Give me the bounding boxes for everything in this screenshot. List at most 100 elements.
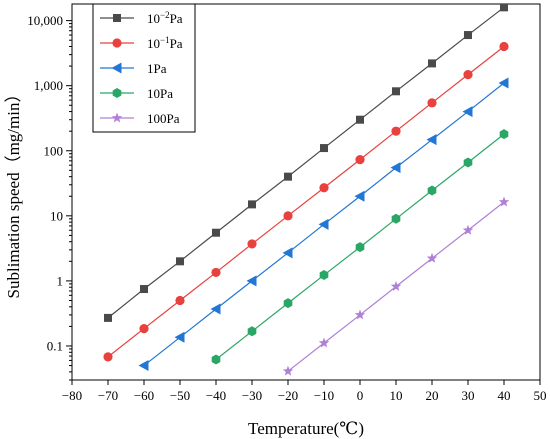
legend-label: 10−1Pa — [147, 35, 183, 51]
data-point — [175, 295, 185, 306]
plot-frame — [71, 3, 541, 381]
series-3 — [211, 129, 509, 365]
data-point — [210, 303, 221, 315]
legend-label-base: 1Pa — [147, 61, 167, 76]
legend-item: 100Pa — [100, 111, 180, 126]
data-point — [356, 115, 364, 124]
x-tick-label: 50 — [534, 388, 547, 403]
series-2 — [138, 77, 509, 372]
legend-label-exponent: −1 — [160, 35, 170, 45]
data-point — [319, 183, 329, 193]
data-point — [283, 298, 293, 309]
data-point — [500, 3, 508, 12]
data-point — [391, 213, 401, 224]
series-4 — [282, 196, 510, 376]
data-point — [498, 77, 509, 89]
x-tick-label: 0 — [357, 388, 364, 403]
y-tick-label: 10,000 — [27, 13, 63, 28]
data-point — [282, 247, 293, 259]
data-point — [140, 285, 148, 294]
data-point — [319, 270, 329, 281]
legend-box — [92, 3, 196, 133]
x-tick-label: 10 — [390, 388, 403, 403]
data-point — [318, 337, 330, 348]
legend-label-exponent: −2 — [160, 10, 170, 20]
y-tick-label: 10 — [50, 208, 63, 223]
data-point — [138, 360, 149, 372]
x-tick-label: −10 — [314, 388, 334, 403]
data-point — [427, 98, 437, 108]
legend-marker — [112, 38, 122, 48]
x-tick-label: −20 — [278, 388, 298, 403]
data-point — [463, 70, 473, 80]
legend-item: 10Pa — [100, 86, 173, 101]
y-tick-label: 1 — [57, 273, 64, 288]
legend-marker — [111, 112, 123, 123]
data-point — [391, 126, 401, 136]
legend-label-base: 10 — [147, 36, 160, 51]
data-point — [248, 200, 256, 209]
x-tick-label: 40 — [498, 388, 511, 403]
series-layer — [103, 3, 510, 376]
data-point — [211, 354, 221, 365]
x-tick-label: 20 — [426, 388, 439, 403]
data-point — [247, 239, 257, 249]
x-tick-label: 30 — [462, 388, 475, 403]
legend-item: 10−2Pa — [100, 10, 183, 26]
data-point — [427, 185, 437, 196]
legend-marker — [112, 88, 122, 98]
legend-label: 10−2Pa — [147, 10, 183, 26]
data-point — [318, 218, 329, 230]
data-point — [390, 162, 401, 174]
data-point — [390, 281, 402, 291]
series-0 — [104, 3, 508, 322]
data-point — [355, 155, 365, 165]
legend-item: 1Pa — [100, 61, 167, 76]
data-point — [176, 257, 184, 266]
y-tick-label: 0.1 — [47, 338, 63, 353]
legend-label: 1Pa — [147, 61, 167, 76]
x-axis: −80 −70 −60 −50 −40 −30 −20 −10 0 10 20 30 40 50 — [62, 380, 547, 403]
x-tick-label: −50 — [170, 388, 190, 403]
series-1 — [103, 41, 509, 362]
data-point — [212, 228, 220, 237]
data-point — [139, 323, 149, 334]
series-line — [107, 46, 505, 358]
plot-border — [71, 3, 541, 381]
data-point — [392, 87, 400, 96]
legend-label-base: 10Pa — [147, 86, 173, 101]
data-point — [104, 313, 112, 322]
data-point — [498, 196, 510, 207]
legend-marker — [113, 14, 121, 22]
data-point — [354, 309, 366, 320]
legend-label: 10Pa — [147, 86, 173, 101]
data-point — [247, 326, 257, 337]
legend-marker — [111, 62, 122, 74]
y-tick-label: 1,000 — [34, 78, 63, 93]
data-point — [499, 129, 509, 140]
data-point — [355, 242, 365, 253]
data-point — [462, 224, 474, 235]
data-point — [499, 41, 509, 52]
x-tick-label: −70 — [98, 388, 118, 403]
data-point — [246, 275, 257, 287]
data-point — [282, 365, 294, 376]
x-tick-label: −30 — [242, 388, 262, 403]
data-point — [464, 31, 472, 40]
data-point — [426, 252, 438, 263]
x-axis-label: Temperature(℃) — [248, 419, 364, 438]
series-line — [107, 6, 505, 319]
data-point — [320, 144, 328, 153]
data-point — [463, 157, 473, 168]
data-point — [462, 106, 473, 118]
data-point — [428, 59, 436, 68]
legend-label: 100Pa — [147, 111, 180, 126]
data-point — [426, 134, 437, 146]
legend-label-unit: Pa — [170, 36, 183, 51]
x-tick-label: −60 — [134, 388, 154, 403]
data-point — [103, 352, 113, 362]
data-point — [211, 267, 221, 278]
legend-label-base: 10 — [147, 11, 160, 26]
